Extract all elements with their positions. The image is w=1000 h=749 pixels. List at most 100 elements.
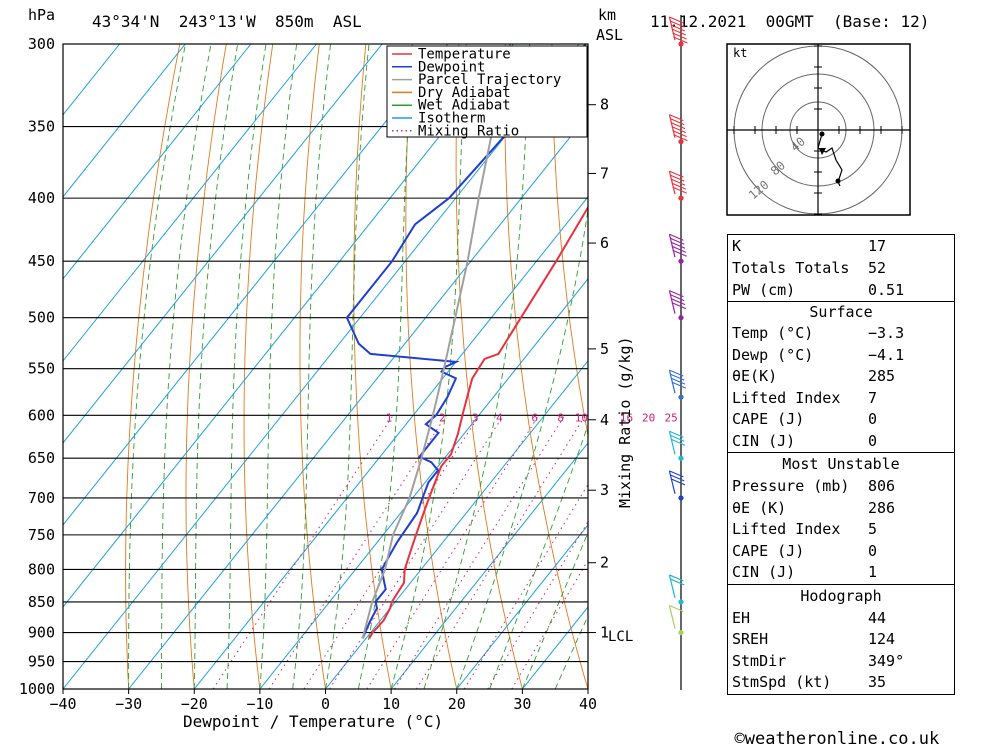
wind-barb-flag [669,434,685,442]
wind-barb-flag [670,478,686,486]
temperature-tick-label: −30 [115,695,142,713]
index-value: 0 [868,541,878,560]
index-value: 0 [868,410,878,428]
dry-adiabat-line [970,44,1000,689]
dry-adiabat-line [125,44,181,689]
mixing-ratio-label: 4 [496,412,503,425]
pressure-tick-label: 900 [28,624,55,642]
index-value: 0 [868,431,878,450]
pressure-unit-label: hPa [28,6,56,24]
wind-barb-flag [669,290,684,298]
wind-level-dot [678,139,684,145]
mixing-ratio-line [212,415,394,689]
wet-adiabat-line [325,44,370,689]
wind-barb-flag [671,381,687,389]
pressure-tick-label: 400 [28,189,55,207]
mixing-ratio-label: 25 [664,412,677,425]
mixing-ratio-label: 1 [386,412,393,425]
mixing-ratio-lines [212,415,588,689]
mixing-ratio-label: 3 [472,412,479,425]
mixing-ratio-axis-label: Mixing Ratio (g/kg) [616,336,634,508]
storm-motion-marker [819,148,826,155]
index-label: Lifted Index [732,388,841,407]
index-label: Dewp (°C) [732,345,814,364]
dry-adiabat-line [299,44,326,689]
index-value: 806 [868,477,896,495]
index-row: Dewp (°C) −4.1 [728,345,954,367]
index-value: −3.3 [868,324,905,342]
wind-barb-flag [669,20,685,28]
wet-adiabat-line [554,614,588,689]
wind-barb-flag [670,178,686,186]
isotherm-line [63,44,383,444]
dry-adiabat-line [455,44,523,689]
isobar-lines [63,43,588,690]
isotherm-line [325,360,588,689]
index-value: 1 [868,563,878,581]
index-row: θE(K) 285 [728,366,954,388]
x-axis-label: Dewpoint / Temperature (°C) [183,712,443,731]
wind-barbs [668,16,688,636]
pressure-tick-label: 500 [28,309,55,327]
footer-credit: ©weatheronline.co.uk [714,709,939,749]
wet-adiabat-line [489,423,588,689]
index-row: CIN (J) 0 [728,431,954,453]
mixing-ratio-label: 2 [439,412,446,425]
legend-label: Isotherm [418,111,485,127]
index-value: 7 [868,388,878,407]
wet-adiabat-line [423,44,531,689]
hodograph-point [819,131,825,137]
index-row: EH 44 [728,608,954,630]
pressure-axis-ticks: 300 350 400 450 500 550 600 650 700 750 800 850 900 9… [19,35,55,698]
wet-adiabat-line [160,44,212,689]
index-label: CAPE (J) [732,541,805,560]
pressure-tick-label: 800 [28,560,55,578]
wind-level-dot [678,41,684,47]
hodograph-point [835,178,841,184]
index-value: 349° [868,651,905,670]
wind-barb-flag [670,298,686,306]
mixing-ratio-line [511,559,588,689]
wet-adiabat-line [259,44,298,689]
isotherm-line [63,44,580,689]
isotherm-line [193,196,588,689]
wind-barb-flag [670,438,686,446]
wind-barb-flag [671,126,687,134]
index-value: 285 [868,367,896,385]
wind-barb-flag [673,36,688,44]
wet-adiabat-line [193,44,239,689]
isotherm-line [63,44,252,280]
index-label: SREH [732,630,769,648]
index-row: θE (K) 286 [728,498,954,520]
index-label: θE(K) [732,367,778,385]
height-tick-label: 2 [600,554,609,572]
index-row: StmDir 349° [728,651,954,673]
isotherm-line [63,44,121,116]
legend-label: Mixing Ratio [418,123,519,139]
isotherm-line [390,442,588,689]
dry-adiabat-line [243,44,274,689]
wind-barb-flag [669,237,685,245]
isotherm-line [63,44,449,526]
index-value: 286 [868,498,896,517]
index-row: SREH 124 [728,629,954,651]
wind-level-dot [678,315,684,321]
index-label: PW (cm) [732,281,796,299]
index-value: 17 [868,237,887,255]
isotherm-line [63,44,514,608]
wind-barb-flag [669,605,684,613]
wind-barb-flag [671,302,687,310]
index-label: StmDir [732,651,787,670]
wind-barb-flag [671,28,687,36]
temperature-axis-ticks: −40 −30 −20 −10 0 10 20 30 40 [49,689,597,713]
wind-barb-flag [672,130,687,138]
wind-barb-flag [669,174,685,182]
wind-barb-flag [669,574,684,582]
pressure-tick-label: 550 [28,360,55,378]
wind-level-dot [678,258,684,264]
wind-barb-flag [669,373,685,381]
height-tick-label: 3 [600,481,609,499]
wind-barb-flag [670,24,686,32]
pressure-tick-label: 350 [28,118,55,136]
